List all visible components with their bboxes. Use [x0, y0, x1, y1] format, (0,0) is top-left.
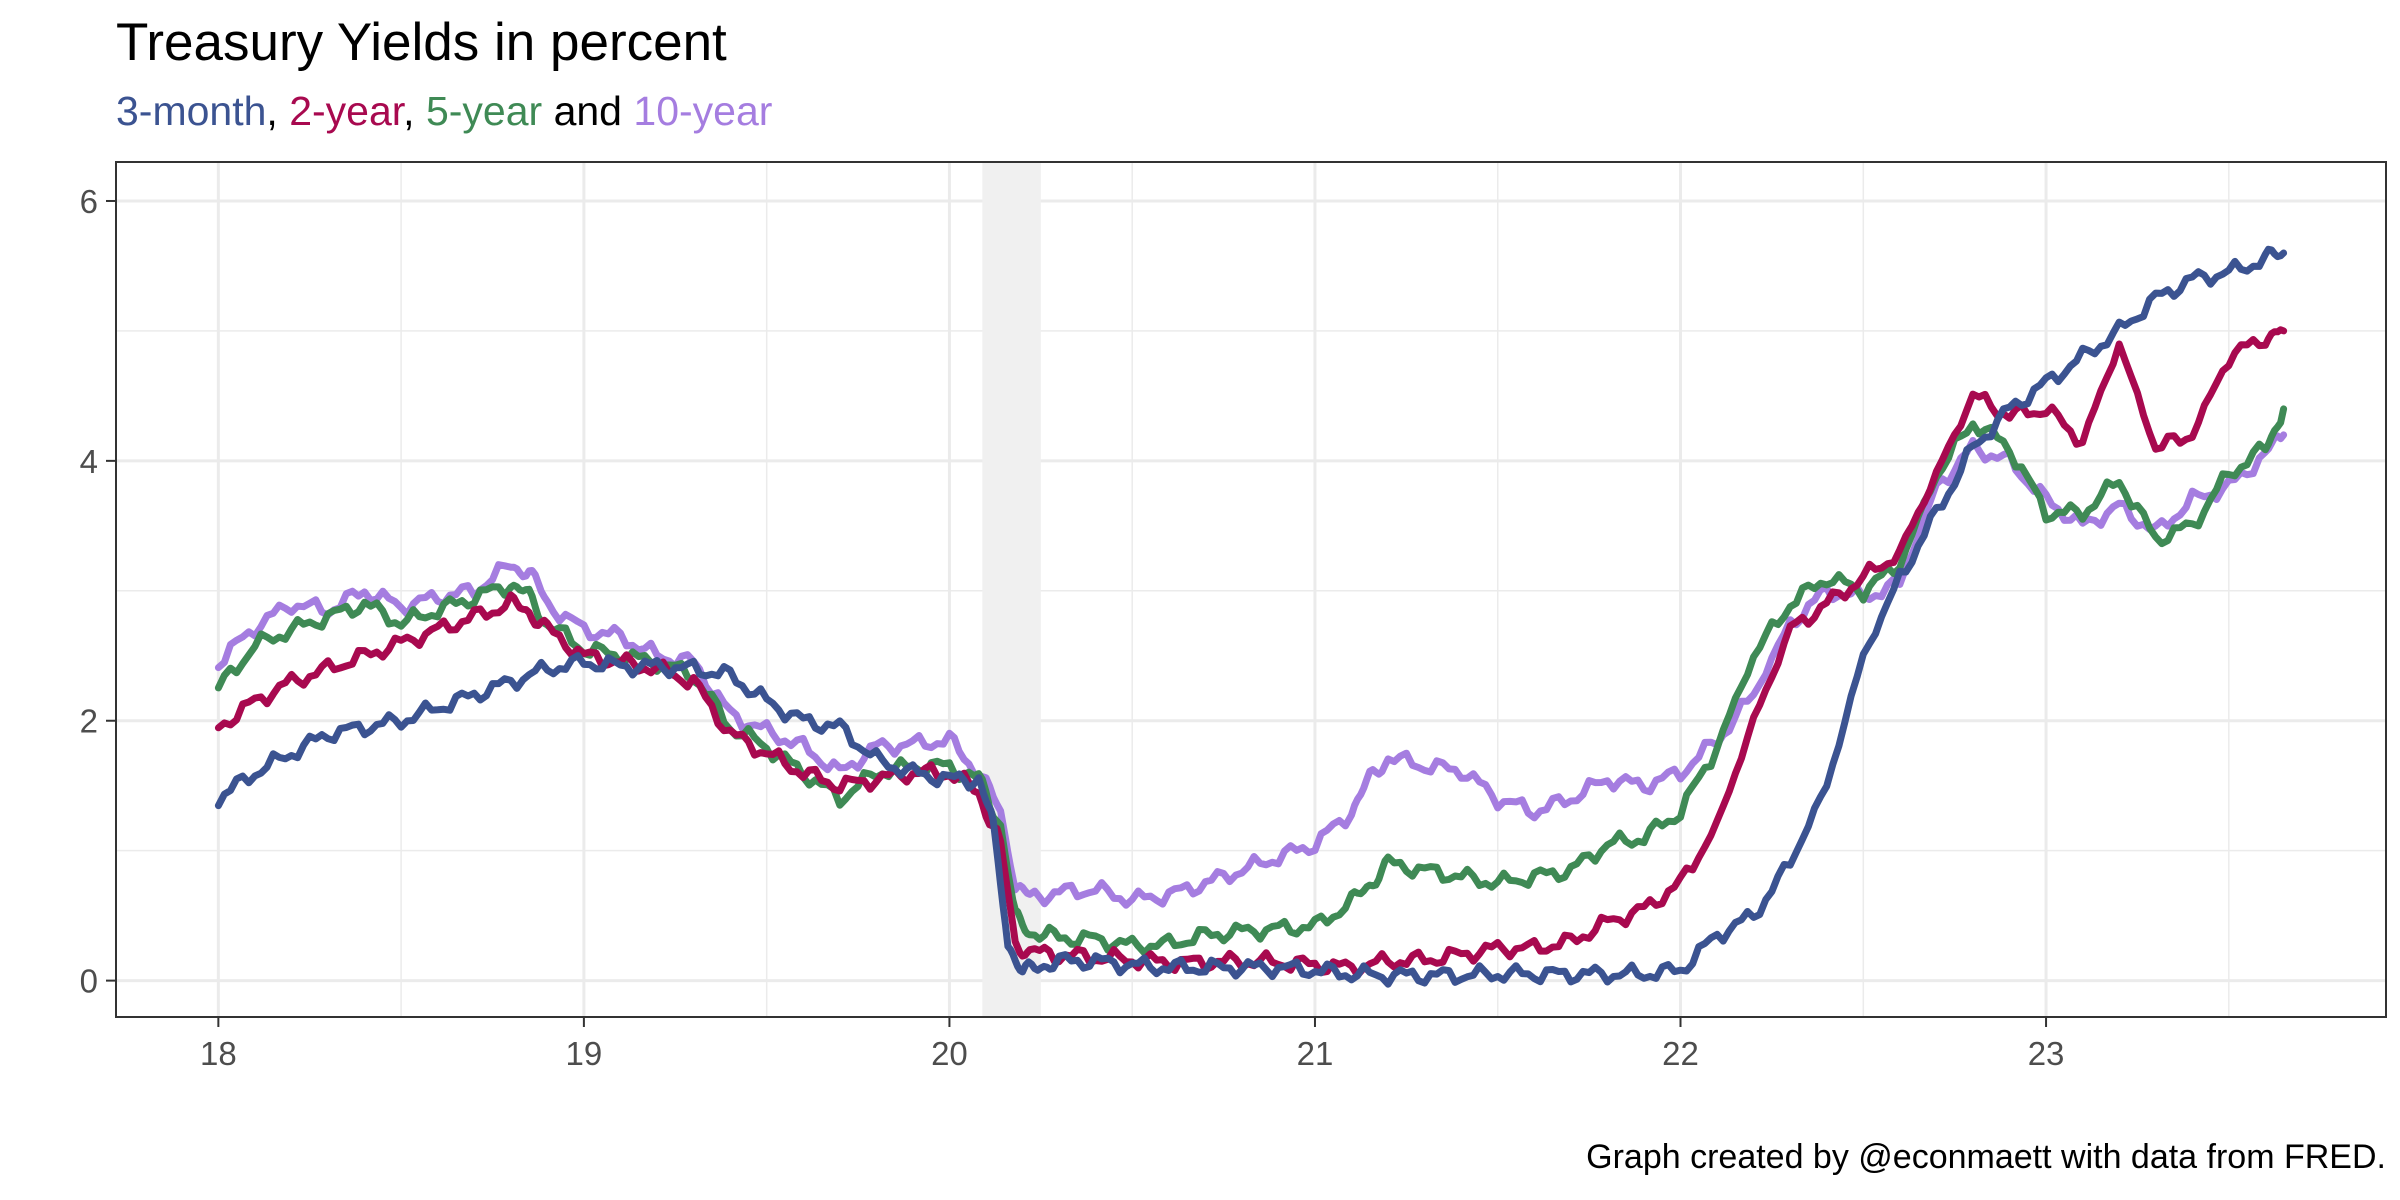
- series-line-5-year: [214, 405, 2288, 957]
- subtitle-part-0: 3-month: [116, 88, 267, 134]
- y-tick-label: 6: [80, 183, 98, 220]
- subtitle-part-5: and: [542, 88, 634, 134]
- x-tick-label: 19: [566, 1035, 603, 1072]
- x-tick-label: 20: [931, 1035, 968, 1072]
- plot-border: [115, 161, 2387, 1018]
- y-tick-label: 0: [80, 963, 98, 1000]
- series-lines: [214, 245, 2288, 988]
- y-tick-label: 4: [80, 443, 98, 480]
- x-tick-label: 22: [1662, 1035, 1699, 1072]
- chart-subtitle: 3-month, 2-year, 5-year and 10-year: [116, 88, 772, 135]
- x-tick-label: 23: [2028, 1035, 2065, 1072]
- series-line-10-year: [214, 431, 2288, 909]
- chart-title: Treasury Yields in percent: [116, 13, 727, 72]
- x-axis: 18 19 20 21 22 23: [200, 1017, 2064, 1072]
- grid: [116, 162, 2386, 1017]
- series-line-3-month: [214, 245, 2288, 988]
- subtitle-part-6: 10-year: [633, 88, 773, 134]
- chart-caption: Graph created by @econmaett with data fr…: [1586, 1138, 2386, 1176]
- subtitle-part-4: 5-year: [425, 88, 543, 134]
- x-tick-label: 21: [1297, 1035, 1334, 1072]
- subtitle-part-1: ,: [266, 88, 290, 134]
- x-tick-label: 18: [200, 1035, 237, 1072]
- y-tick-label: 2: [80, 703, 98, 740]
- y-axis: 0 2 4 6: [80, 183, 116, 1000]
- subtitle-part-2: 2-year: [289, 88, 404, 134]
- subtitle-part-3: ,: [403, 88, 426, 134]
